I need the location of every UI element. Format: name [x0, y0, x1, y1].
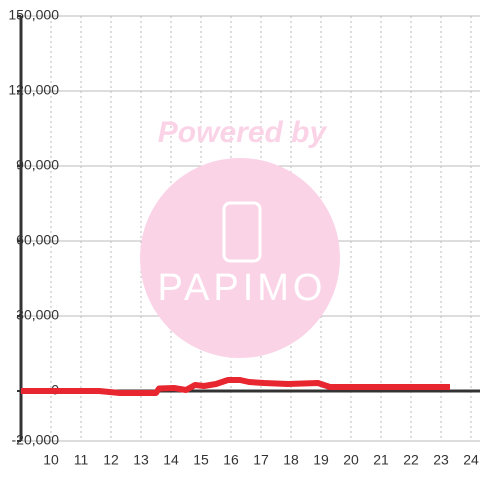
x-tick-label: 18: [283, 452, 299, 468]
x-tick-label: 13: [133, 452, 149, 468]
x-tick-label: 11: [74, 452, 89, 468]
watermark: Powered by PAPIMO: [140, 116, 340, 358]
x-tick-label: 21: [373, 452, 389, 468]
y-tick-label: 150,000: [8, 7, 59, 23]
x-tick-label: 23: [433, 452, 449, 468]
x-tick-label: 12: [103, 452, 119, 468]
x-tick-label: 20: [343, 452, 359, 468]
y-tick-label: 120,000: [8, 82, 59, 98]
y-tick-label: 90,000: [16, 157, 59, 173]
y-tick-label: 60,000: [16, 232, 59, 248]
x-tick-label: 22: [403, 452, 419, 468]
y-tick-label: 30,000: [16, 307, 59, 323]
watermark-circle: [140, 158, 340, 358]
x-tick-label: 19: [313, 452, 329, 468]
y-tick-label: -20,000: [12, 432, 60, 448]
watermark-text: Powered by: [158, 116, 328, 149]
x-tick-label: 16: [223, 452, 239, 468]
x-tick-label: 10: [43, 452, 59, 468]
x-tick-label: 24: [463, 452, 479, 468]
x-tick-label: 14: [163, 452, 179, 468]
line: [21, 377, 450, 396]
x-tick-label: 15: [193, 452, 209, 468]
watermark-text: PAPIMO: [158, 267, 327, 309]
x-tick-label: 17: [253, 452, 269, 468]
watermark-icon: [222, 201, 262, 263]
